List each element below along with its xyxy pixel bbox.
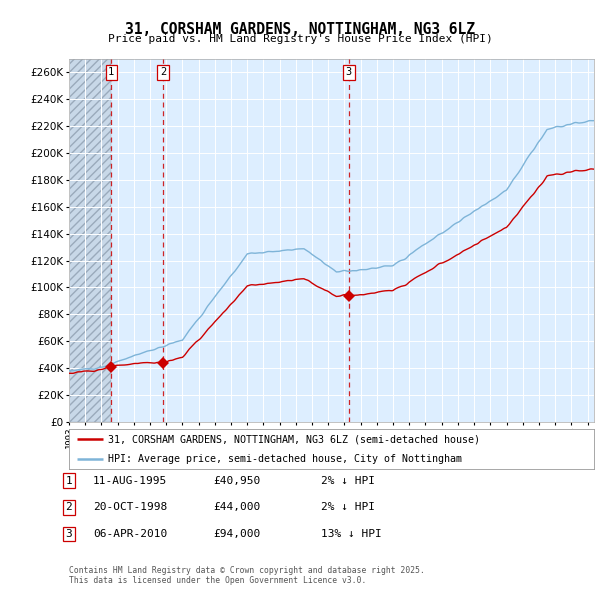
Text: HPI: Average price, semi-detached house, City of Nottingham: HPI: Average price, semi-detached house,… <box>109 454 463 464</box>
Text: Price paid vs. HM Land Registry's House Price Index (HPI): Price paid vs. HM Land Registry's House … <box>107 34 493 44</box>
Text: 06-APR-2010: 06-APR-2010 <box>93 529 167 539</box>
Text: 2: 2 <box>160 67 166 77</box>
Text: 11-AUG-1995: 11-AUG-1995 <box>93 476 167 486</box>
Text: £44,000: £44,000 <box>213 503 260 512</box>
Text: 31, CORSHAM GARDENS, NOTTINGHAM, NG3 6LZ (semi-detached house): 31, CORSHAM GARDENS, NOTTINGHAM, NG3 6LZ… <box>109 434 481 444</box>
Text: Contains HM Land Registry data © Crown copyright and database right 2025.
This d: Contains HM Land Registry data © Crown c… <box>69 566 425 585</box>
Text: 31, CORSHAM GARDENS, NOTTINGHAM, NG3 6LZ: 31, CORSHAM GARDENS, NOTTINGHAM, NG3 6LZ <box>125 22 475 37</box>
Text: 2% ↓ HPI: 2% ↓ HPI <box>321 503 375 512</box>
Text: 20-OCT-1998: 20-OCT-1998 <box>93 503 167 512</box>
Text: £94,000: £94,000 <box>213 529 260 539</box>
Text: 2% ↓ HPI: 2% ↓ HPI <box>321 476 375 486</box>
Text: 13% ↓ HPI: 13% ↓ HPI <box>321 529 382 539</box>
Text: £40,950: £40,950 <box>213 476 260 486</box>
Text: 3: 3 <box>65 529 73 539</box>
Text: 3: 3 <box>346 67 352 77</box>
Text: 1: 1 <box>108 67 115 77</box>
Polygon shape <box>69 59 111 422</box>
Text: 1: 1 <box>65 476 73 486</box>
Text: 2: 2 <box>65 503 73 512</box>
